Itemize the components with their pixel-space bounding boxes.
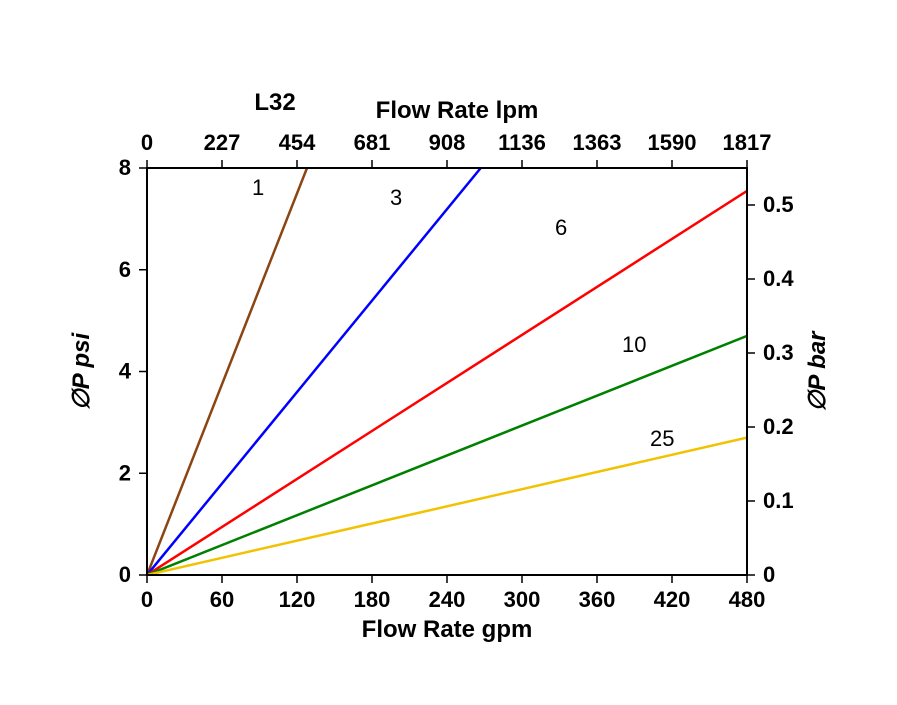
y-right-tick-label: 0.4: [763, 266, 794, 291]
y-left-tick-label: 0: [119, 562, 131, 587]
x-top-tick-label: 908: [429, 130, 466, 155]
series-label-6: 6: [555, 215, 567, 240]
x-bottom-tick-label: 420: [654, 587, 691, 612]
y-left-tick-label: 2: [119, 460, 131, 485]
y-left-tick-label: 4: [119, 359, 132, 384]
x-bottom-tick-label: 0: [141, 587, 153, 612]
x-top-tick-label: 1817: [723, 130, 772, 155]
x-bottom-tick-label: 480: [729, 587, 766, 612]
series-label-10: 10: [622, 332, 646, 357]
series-label-3: 3: [390, 185, 402, 210]
x-bottom-tick-label: 60: [210, 587, 234, 612]
y-right-tick-label: 0.1: [763, 488, 794, 513]
x-bottom-tick-label: 180: [354, 587, 391, 612]
x-top-tick-label: 681: [354, 130, 391, 155]
y-right-tick-label: 0.2: [763, 414, 794, 439]
y-left-tick-label: 8: [119, 155, 131, 180]
x-top-tick-label: 1590: [648, 130, 697, 155]
x-top-tick-label: 1363: [573, 130, 622, 155]
y-right-title: ∅P bar: [804, 330, 831, 412]
x-bottom-tick-label: 360: [579, 587, 616, 612]
x-bottom-title: Flow Rate gpm: [362, 616, 533, 643]
x-top-tick-label: 1136: [498, 130, 546, 155]
series-label-1: 1: [252, 175, 264, 200]
x-top-tick-label: 454: [279, 130, 316, 155]
x-top-tick-label: 0: [141, 130, 153, 155]
x-bottom-tick-label: 240: [429, 587, 466, 612]
pressure-flow-chart: 060120180240300360420480Flow Rate gpm022…: [0, 0, 897, 705]
y-left-title: ∅P psi: [68, 331, 95, 410]
y-left-tick-label: 6: [119, 257, 131, 282]
chart-svg: 060120180240300360420480Flow Rate gpm022…: [0, 0, 897, 705]
series-label-25: 25: [650, 426, 674, 451]
y-right-tick-label: 0.3: [763, 340, 794, 365]
y-right-tick-label: 0: [763, 562, 775, 587]
x-bottom-tick-label: 300: [504, 587, 541, 612]
x-top-title: Flow Rate lpm: [376, 97, 539, 124]
x-top-tick-label: 227: [204, 130, 241, 155]
y-right-tick-label: 0.5: [763, 192, 794, 217]
chart-model-title: L32: [254, 89, 295, 116]
x-bottom-tick-label: 120: [279, 587, 316, 612]
